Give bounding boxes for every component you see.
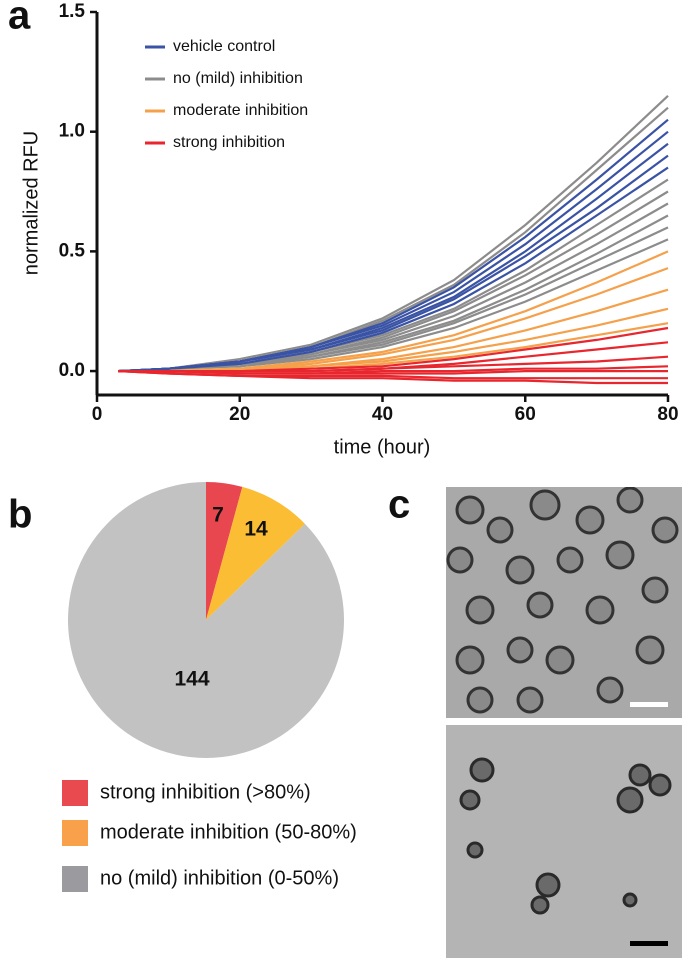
- y-tick-label: 0.5: [59, 240, 86, 261]
- pie-slice: [206, 482, 243, 620]
- legend-label: strong inhibition (>80%): [100, 781, 311, 803]
- x-tick-label: 60: [515, 404, 536, 425]
- curve: [118, 370, 668, 385]
- legend-label: moderate inhibition: [173, 102, 308, 119]
- x-axis-label: time (hour): [334, 436, 431, 458]
- curve: [118, 370, 668, 375]
- micrograph: [446, 487, 682, 718]
- x-tick-label: 20: [229, 404, 250, 425]
- x-tick-label: 0: [92, 404, 103, 425]
- y-tick-label: 1.0: [59, 121, 85, 142]
- legend-swatch: [62, 780, 88, 806]
- pie-slice: [68, 481, 345, 758]
- data-label: 7: [212, 504, 224, 527]
- x-tick-label: 80: [657, 404, 678, 425]
- data-label: 14: [244, 518, 268, 541]
- panel-label: a: [8, 0, 31, 38]
- panel-label: b: [8, 493, 32, 537]
- curve: [118, 214, 669, 373]
- data-label: 144: [174, 668, 209, 691]
- pie-slice: [206, 486, 305, 620]
- legend-label: no (mild) inhibition (0-50%): [100, 867, 339, 889]
- y-tick-label: 1.5: [59, 1, 86, 22]
- legend-label: strong inhibition: [173, 134, 285, 151]
- micrograph: [446, 725, 682, 958]
- y-tick-label: 0.0: [59, 360, 85, 381]
- legend-label: vehicle control: [173, 38, 275, 55]
- x-tick-label: 40: [372, 404, 393, 425]
- curve: [118, 118, 669, 373]
- y-axis-label: normalized RFU: [20, 131, 42, 275]
- legend-swatch: [62, 820, 88, 846]
- legend-label: no (mild) inhibition: [173, 70, 303, 87]
- legend-swatch: [62, 866, 88, 892]
- panel-label: c: [388, 483, 410, 527]
- legend-label: moderate inhibition (50-80%): [100, 821, 357, 843]
